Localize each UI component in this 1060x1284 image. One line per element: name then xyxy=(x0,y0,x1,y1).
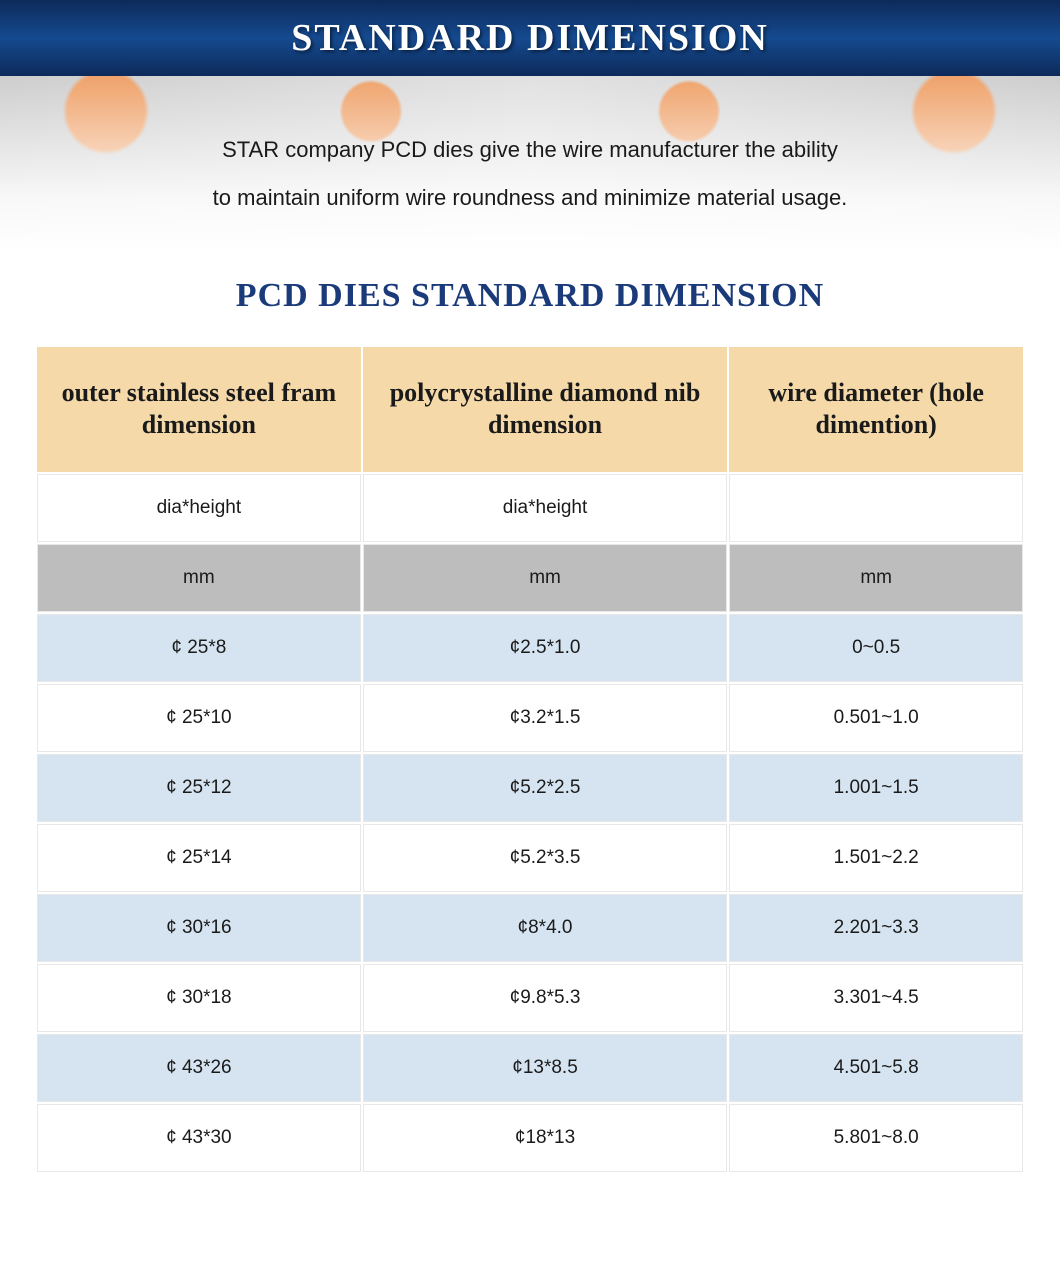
header-col-1: outer stainless steel fram dimension xyxy=(37,347,361,472)
table-cell: ¢5.2*2.5 xyxy=(363,754,728,822)
table-cell: ¢8*4.0 xyxy=(363,894,728,962)
table-cell: ¢ 25*8 xyxy=(37,614,361,682)
table-cell: ¢ 25*12 xyxy=(37,754,361,822)
subheader-cell: dia*height xyxy=(37,474,361,542)
table-cell: 0~0.5 xyxy=(729,614,1023,682)
unit-cell: mm xyxy=(37,544,361,612)
table-cell: ¢3.2*1.5 xyxy=(363,684,728,752)
table-cell: ¢ 43*26 xyxy=(37,1034,361,1102)
subheader-cell xyxy=(729,474,1023,542)
table-cell: 5.801~8.0 xyxy=(729,1104,1023,1172)
table-row: ¢ 43*30 ¢18*13 5.801~8.0 xyxy=(37,1104,1023,1172)
table-cell: ¢5.2*3.5 xyxy=(363,824,728,892)
table-unit-row: mm mm mm xyxy=(37,544,1023,612)
header-col-3: wire diameter (hole dimention) xyxy=(729,347,1023,472)
table-header-row: outer stainless steel fram dimension pol… xyxy=(37,347,1023,472)
table-cell: ¢13*8.5 xyxy=(363,1034,728,1102)
hero-section: STAR company PCD dies give the wire manu… xyxy=(0,76,1060,253)
table-cell: 0.501~1.0 xyxy=(729,684,1023,752)
subheader-cell: dia*height xyxy=(363,474,728,542)
table-cell: 3.301~4.5 xyxy=(729,964,1023,1032)
table-row: ¢ 25*12 ¢5.2*2.5 1.001~1.5 xyxy=(37,754,1023,822)
table-row: ¢ 25*10 ¢3.2*1.5 0.501~1.0 xyxy=(37,684,1023,752)
section-subtitle: PCD DIES STANDARD DIMENSION xyxy=(0,277,1060,315)
table-cell: 1.001~1.5 xyxy=(729,754,1023,822)
table-cell: ¢2.5*1.0 xyxy=(363,614,728,682)
table-row: ¢ 30*18 ¢9.8*5.3 3.301~4.5 xyxy=(37,964,1023,1032)
hero-line-2: to maintain uniform wire roundness and m… xyxy=(40,174,1020,222)
table-row: ¢ 25*14 ¢5.2*3.5 1.501~2.2 xyxy=(37,824,1023,892)
table-cell: ¢9.8*5.3 xyxy=(363,964,728,1032)
banner: STANDARD DIMENSION xyxy=(0,0,1060,76)
table-row: ¢ 43*26 ¢13*8.5 4.501~5.8 xyxy=(37,1034,1023,1102)
banner-title: STANDARD DIMENSION xyxy=(291,16,769,60)
table-cell: 2.201~3.3 xyxy=(729,894,1023,962)
table-row: ¢ 25*8 ¢2.5*1.0 0~0.5 xyxy=(37,614,1023,682)
table-cell: ¢ 43*30 xyxy=(37,1104,361,1172)
dimension-table: outer stainless steel fram dimension pol… xyxy=(35,345,1025,1174)
table-cell: ¢ 30*16 xyxy=(37,894,361,962)
table-cell: ¢18*13 xyxy=(363,1104,728,1172)
hero-line-1: STAR company PCD dies give the wire manu… xyxy=(40,126,1020,174)
unit-cell: mm xyxy=(729,544,1023,612)
unit-cell: mm xyxy=(363,544,728,612)
header-col-2: polycrystalline diamond nib dimension xyxy=(363,347,728,472)
table-cell: 4.501~5.8 xyxy=(729,1034,1023,1102)
table-container: outer stainless steel fram dimension pol… xyxy=(0,345,1060,1234)
table-cell: 1.501~2.2 xyxy=(729,824,1023,892)
table-cell: ¢ 25*14 xyxy=(37,824,361,892)
table-row: ¢ 30*16 ¢8*4.0 2.201~3.3 xyxy=(37,894,1023,962)
table-subheader-row: dia*height dia*height xyxy=(37,474,1023,542)
table-cell: ¢ 25*10 xyxy=(37,684,361,752)
table-cell: ¢ 30*18 xyxy=(37,964,361,1032)
table-body: dia*height dia*height mm mm mm ¢ 25*8 ¢2… xyxy=(37,474,1023,1172)
